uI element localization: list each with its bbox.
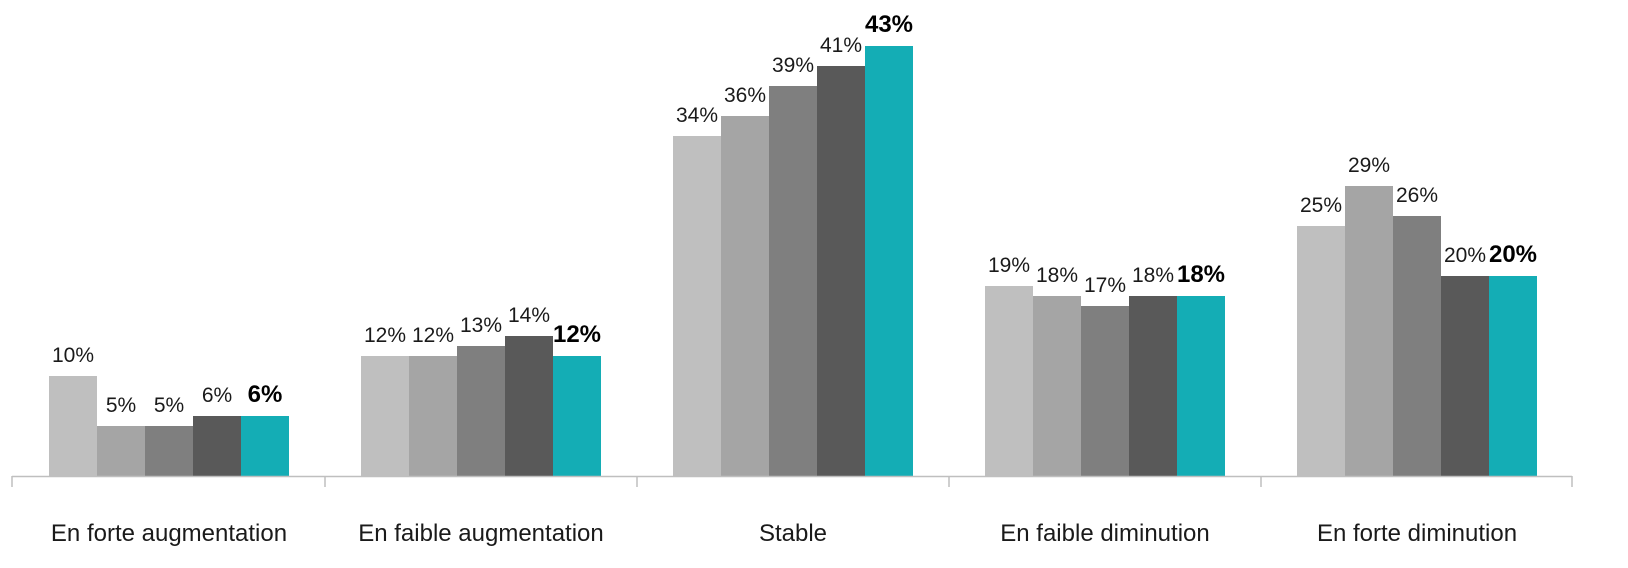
category-label-4: En faible diminution xyxy=(1000,520,1209,547)
value-label-2-4: 14% xyxy=(508,304,550,327)
value-label-2-2: 12% xyxy=(412,324,454,347)
bar-5-2 xyxy=(1345,186,1393,476)
x-axis xyxy=(11,475,1573,487)
bar-3-1 xyxy=(673,136,721,476)
value-label-3-1: 34% xyxy=(676,104,718,127)
value-label-3-5: 43% xyxy=(865,11,913,38)
bar-5-4 xyxy=(1441,276,1489,476)
value-label-4-4: 18% xyxy=(1132,264,1174,287)
bar-4-3 xyxy=(1081,306,1129,476)
bar-5-1 xyxy=(1297,226,1345,476)
value-label-2-3: 13% xyxy=(460,314,502,337)
bar-4-1 xyxy=(985,286,1033,476)
bar-3-2 xyxy=(721,116,769,476)
value-label-3-4: 41% xyxy=(820,34,862,57)
bar-3-3 xyxy=(769,86,817,476)
bar-1-5 xyxy=(241,416,289,476)
bars-layer xyxy=(49,46,1537,476)
category-label-2: En faible augmentation xyxy=(358,520,604,547)
value-label-4-5: 18% xyxy=(1177,261,1225,288)
value-label-5-4: 20% xyxy=(1444,244,1486,267)
bar-3-5 xyxy=(865,46,913,476)
bar-1-3 xyxy=(145,426,193,476)
value-label-5-5: 20% xyxy=(1489,241,1537,268)
value-label-5-3: 26% xyxy=(1396,184,1438,207)
value-labels-layer: 10%5% 5% 6% 6%12% 12% 13% 14%12%34%36%39%41%43… xyxy=(52,11,1537,417)
bar-5-3 xyxy=(1393,216,1441,476)
category-label-1: En forte augmentation xyxy=(51,520,287,547)
value-label-1-2: 5% xyxy=(106,394,136,417)
bar-4-5 xyxy=(1177,296,1225,476)
value-label-5-2: 29% xyxy=(1348,154,1390,177)
category-labels-layer: En forte augmentation En faible augmentat… xyxy=(51,520,1517,547)
value-label-4-1: 19% xyxy=(988,254,1030,277)
value-label-5-1: 25% xyxy=(1300,194,1342,217)
bar-4-4 xyxy=(1129,296,1177,476)
value-label-3-2: 36% xyxy=(724,84,766,107)
bar-5-5 xyxy=(1489,276,1537,476)
value-label-1-4: 6% xyxy=(202,384,232,407)
bar-1-4 xyxy=(193,416,241,476)
value-label-1-3: 5% xyxy=(154,394,184,417)
value-label-2-5: 12% xyxy=(553,321,601,348)
bar-2-1 xyxy=(361,356,409,476)
category-label-3: Stable xyxy=(759,520,827,547)
category-label-5: En forte diminution xyxy=(1317,520,1517,547)
bar-2-4 xyxy=(505,336,553,476)
value-label-1-5: 6% xyxy=(248,381,283,408)
value-label-4-3: 17% xyxy=(1084,274,1126,297)
bar-3-4 xyxy=(817,66,865,476)
bar-2-2 xyxy=(409,356,457,476)
bar-2-3 xyxy=(457,346,505,476)
bar-1-1 xyxy=(49,376,97,476)
bar-4-2 xyxy=(1033,296,1081,476)
bar-1-2 xyxy=(97,426,145,476)
value-label-4-2: 18% xyxy=(1036,264,1078,287)
value-label-3-3: 39% xyxy=(772,54,814,77)
value-label-1-1: 10% xyxy=(52,344,94,367)
value-label-2-1: 12% xyxy=(364,324,406,347)
bar-2-5 xyxy=(553,356,601,476)
